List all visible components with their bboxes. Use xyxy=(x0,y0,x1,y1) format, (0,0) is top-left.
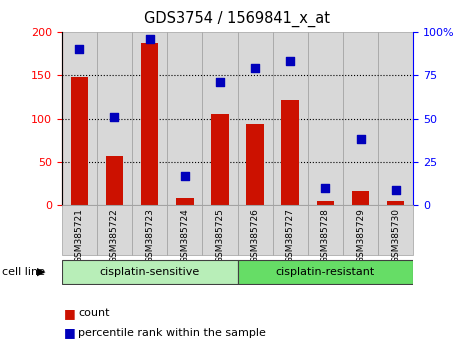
Bar xyxy=(167,32,202,205)
Bar xyxy=(238,32,273,205)
Text: GSM385729: GSM385729 xyxy=(356,208,365,263)
Text: cisplatin-resistant: cisplatin-resistant xyxy=(276,267,375,277)
FancyBboxPatch shape xyxy=(62,260,238,284)
Text: ■: ■ xyxy=(64,307,76,320)
Bar xyxy=(202,32,238,205)
Bar xyxy=(316,201,334,205)
Point xyxy=(146,36,153,42)
Bar xyxy=(211,114,228,205)
Bar xyxy=(62,32,97,205)
Point xyxy=(286,58,294,64)
FancyBboxPatch shape xyxy=(167,205,202,255)
FancyBboxPatch shape xyxy=(202,205,238,255)
Bar xyxy=(352,190,369,205)
Bar xyxy=(273,32,308,205)
Text: GSM385722: GSM385722 xyxy=(110,208,119,263)
Text: GSM385721: GSM385721 xyxy=(75,208,84,263)
Bar xyxy=(97,32,132,205)
Text: GSM385730: GSM385730 xyxy=(391,208,400,263)
Bar xyxy=(141,43,158,205)
Text: GSM385727: GSM385727 xyxy=(286,208,294,263)
Text: ▶: ▶ xyxy=(37,267,45,277)
Bar xyxy=(308,32,343,205)
Bar xyxy=(387,201,404,205)
FancyBboxPatch shape xyxy=(343,205,378,255)
Text: GSM385726: GSM385726 xyxy=(251,208,259,263)
FancyBboxPatch shape xyxy=(132,205,167,255)
Text: cisplatin-sensitive: cisplatin-sensitive xyxy=(99,267,200,277)
Bar xyxy=(71,77,88,205)
FancyBboxPatch shape xyxy=(378,205,413,255)
Point xyxy=(111,114,118,120)
Bar xyxy=(247,124,264,205)
Point xyxy=(357,137,364,142)
FancyBboxPatch shape xyxy=(273,205,308,255)
FancyBboxPatch shape xyxy=(238,205,273,255)
Bar xyxy=(132,32,167,205)
Bar xyxy=(343,32,378,205)
Point xyxy=(76,46,83,52)
Text: GSM385728: GSM385728 xyxy=(321,208,330,263)
Text: count: count xyxy=(78,308,110,318)
Text: percentile rank within the sample: percentile rank within the sample xyxy=(78,328,266,338)
Text: cell line: cell line xyxy=(2,267,46,277)
Bar xyxy=(105,156,124,205)
Point xyxy=(216,79,224,85)
FancyBboxPatch shape xyxy=(238,260,413,284)
Bar xyxy=(378,32,413,205)
Text: GSM385724: GSM385724 xyxy=(180,208,189,263)
Text: ■: ■ xyxy=(64,326,76,339)
FancyBboxPatch shape xyxy=(97,205,132,255)
FancyBboxPatch shape xyxy=(308,205,343,255)
Point xyxy=(251,65,259,71)
Point xyxy=(322,185,329,191)
Bar xyxy=(281,99,299,205)
Text: GSM385723: GSM385723 xyxy=(145,208,154,263)
Point xyxy=(181,173,189,179)
Text: GSM385725: GSM385725 xyxy=(216,208,224,263)
Bar xyxy=(176,198,194,205)
Point xyxy=(392,187,399,193)
FancyBboxPatch shape xyxy=(62,205,97,255)
Text: GDS3754 / 1569841_x_at: GDS3754 / 1569841_x_at xyxy=(144,11,331,27)
